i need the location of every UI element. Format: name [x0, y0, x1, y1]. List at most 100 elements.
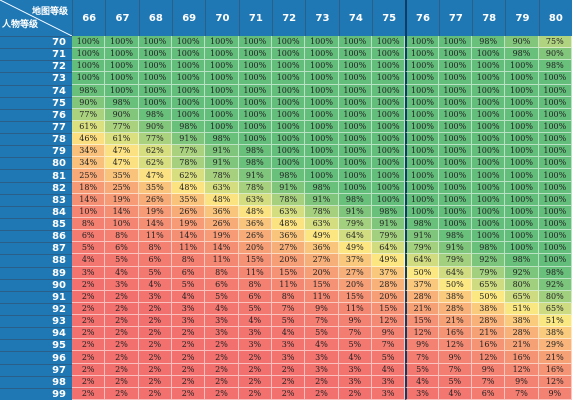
table-cell: 100% [538, 193, 572, 206]
table-cell: 28% [405, 290, 439, 303]
table-cell: 2% [171, 339, 206, 352]
table-cell: 25% [105, 181, 139, 194]
table-cell: 98% [438, 230, 472, 243]
table-cell: 100% [271, 157, 306, 170]
table-cell: 11% [305, 290, 339, 303]
table-cell: 100% [471, 133, 506, 146]
table-cell: 98% [138, 108, 172, 121]
table-cell: 9% [338, 315, 372, 328]
table-cell: 100% [505, 145, 539, 158]
table-cell: 3% [138, 290, 172, 303]
table-cell: 100% [538, 72, 572, 85]
table-cell: 100% [305, 84, 339, 97]
table-cell: 9% [505, 375, 539, 388]
table-cell: 2% [105, 302, 139, 316]
table-cell: 15% [371, 302, 406, 316]
table-cell: 100% [338, 36, 372, 49]
table-cell: 100% [438, 217, 472, 231]
table-cell: 100% [471, 48, 506, 61]
row-header-96: 96 [0, 351, 72, 364]
table-cell: 3% [405, 387, 439, 400]
table-cell: 100% [238, 120, 272, 134]
table-cell: 2% [205, 363, 239, 376]
table-cell: 6% [171, 266, 206, 279]
table-cell: 100% [438, 205, 472, 218]
table-cell: 26% [171, 205, 206, 218]
table-cell: 100% [538, 181, 572, 194]
table-cell: 100% [471, 205, 506, 218]
table-cell: 100% [438, 84, 472, 97]
table-cell: 100% [371, 133, 406, 146]
table-cell: 100% [471, 230, 506, 243]
table-cell: 100% [138, 72, 172, 85]
table-cell: 5% [338, 339, 372, 352]
table-cell: 100% [371, 96, 406, 109]
row-header-76: 76 [0, 108, 72, 121]
table-cell: 61% [105, 133, 139, 146]
table-cell: 100% [505, 193, 539, 206]
table-cell: 38% [505, 315, 539, 328]
table-cell: 2% [305, 387, 339, 400]
table-cell: 100% [471, 60, 506, 73]
table-cell: 100% [305, 48, 339, 61]
table-cell: 100% [271, 120, 306, 134]
table-cell: 78% [305, 205, 339, 218]
table-cell: 11% [138, 230, 172, 243]
table-cell: 4% [171, 290, 206, 303]
table-cell: 100% [405, 193, 439, 206]
table-cell: 4% [371, 363, 406, 376]
table-cell: 3% [338, 375, 372, 388]
table-cell: 100% [471, 157, 506, 170]
table-cell: 6% [471, 387, 506, 400]
table-cell: 19% [105, 193, 139, 206]
column-header-71: 71 [238, 0, 272, 36]
table-cell: 6% [138, 254, 172, 267]
table-cell: 7% [405, 351, 439, 364]
table-cell: 50% [471, 290, 506, 303]
table-cell: 100% [338, 133, 372, 146]
table-cell: 15% [405, 315, 439, 328]
table-cell: 79% [405, 242, 439, 255]
table-cell: 100% [271, 60, 306, 73]
table-cell: 62% [138, 157, 172, 170]
table-cell: 35% [138, 181, 172, 194]
table-cell: 2% [138, 339, 172, 352]
table-cell: 36% [238, 217, 272, 231]
table-cell: 77% [72, 108, 106, 121]
table-cell: 100% [338, 157, 372, 170]
table-cell: 100% [371, 108, 406, 121]
table-cell: 100% [238, 48, 272, 61]
table-cell: 100% [505, 96, 539, 109]
table-cell: 100% [171, 48, 206, 61]
table-cell: 19% [205, 230, 239, 243]
table-cell: 100% [438, 169, 472, 182]
table-cell: 78% [205, 169, 239, 182]
table-cell: 75% [538, 36, 572, 49]
table-cell: 100% [438, 133, 472, 146]
table-cell: 8% [105, 230, 139, 243]
table-cell: 16% [471, 339, 506, 352]
table-cell: 7% [505, 387, 539, 400]
table-cell: 14% [72, 193, 106, 206]
table-cell: 4% [305, 339, 339, 352]
table-cell: 21% [438, 315, 472, 328]
corner-diagonal-line [0, 0, 72, 36]
table-cell: 38% [538, 327, 572, 340]
table-cell: 15% [271, 266, 306, 279]
table-cell: 65% [538, 302, 572, 316]
table-cell: 100% [471, 84, 506, 97]
table-cell: 2% [238, 363, 272, 376]
table-cell: 100% [505, 205, 539, 218]
table-cell: 65% [505, 290, 539, 303]
table-cell: 63% [305, 217, 339, 231]
table-cell: 47% [138, 169, 172, 182]
table-cell: 3% [305, 351, 339, 364]
table-cell: 78% [171, 157, 206, 170]
table-cell: 37% [338, 254, 372, 267]
table-cell: 100% [338, 60, 372, 73]
table-cell: 100% [405, 96, 439, 109]
table-cell: 91% [205, 157, 239, 170]
table-cell: 98% [538, 60, 572, 73]
table-cell: 47% [105, 157, 139, 170]
table-cell: 2% [105, 387, 139, 400]
